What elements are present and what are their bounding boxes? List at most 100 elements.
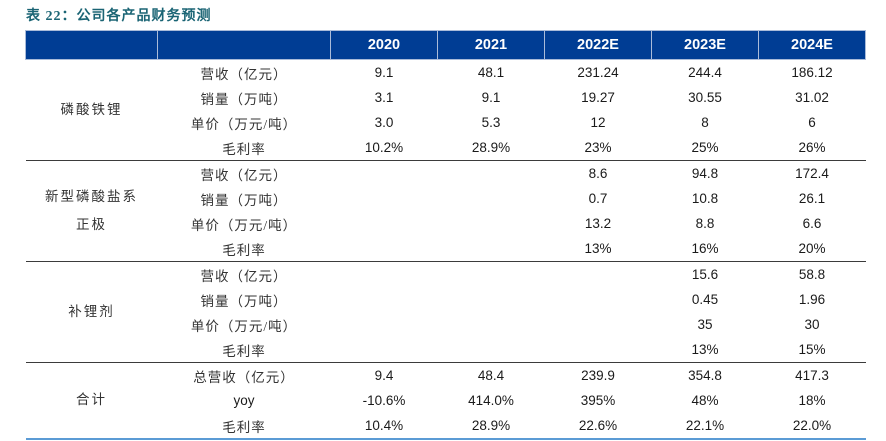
- value-cell: [330, 261, 438, 287]
- header-row: 2020 2021 2022E 2023E 2024E: [25, 30, 866, 60]
- value-cell: 9.1: [330, 59, 438, 85]
- table-header: 2020 2021 2022E 2023E 2024E: [25, 30, 866, 60]
- metric-label-cell: 毛利率: [157, 337, 331, 363]
- metric-label-cell: 总营收（亿元）: [157, 362, 331, 388]
- table-row: 毛利率 13% 16% 20%: [26, 236, 866, 262]
- table-row: 补锂剂 营收（亿元） 15.6 58.8: [25, 261, 866, 363]
- table-row: 毛利率 10.2% 28.9% 23% 25% 26%: [26, 135, 866, 161]
- value-cell: 8.8: [651, 211, 759, 236]
- value-cell: 48%: [651, 388, 759, 413]
- value-cell: 239.9: [544, 362, 652, 388]
- value-cell: 20%: [758, 236, 866, 262]
- table-row: yoy -10.6% 414.0% 395% 48% 18%: [26, 388, 866, 413]
- value-cell: 26.1: [758, 186, 866, 211]
- header-blank-cell: [157, 30, 331, 60]
- metric-label-cell: yoy: [157, 388, 331, 413]
- value-cell: 26%: [758, 135, 866, 161]
- value-cell: [330, 312, 438, 337]
- value-cell: 1.96: [758, 287, 866, 312]
- metric-label-cell: 销量（万吨）: [157, 287, 331, 312]
- value-cell: [544, 261, 652, 287]
- value-cell: 48.1: [437, 59, 545, 85]
- value-cell: 15%: [758, 337, 866, 363]
- value-cell: [544, 312, 652, 337]
- metric-label-cell: 销量（万吨）: [157, 186, 331, 211]
- year-header-cell: 2024E: [758, 30, 866, 60]
- value-cell: 9.4: [330, 362, 438, 388]
- value-cell: 8.6: [544, 160, 652, 186]
- table-row: 合计 总营收（亿元） 9.4 48.4 239.9 354.8 417.3: [25, 362, 866, 439]
- product-name-cell: 补锂剂: [25, 261, 158, 363]
- value-cell: 3.0: [330, 110, 438, 135]
- product-name-cell: 合计: [25, 362, 158, 439]
- value-cell: [437, 337, 545, 363]
- value-cell: 13.2: [544, 211, 652, 236]
- value-cell: 172.4: [758, 160, 866, 186]
- value-cell: 28.9%: [437, 135, 545, 161]
- value-cell: 28.9%: [437, 413, 545, 439]
- financial-forecast-table: 2020 2021 2022E 2023E 2024E 磷酸铁锂 营收（亿元） 9.1 48.…: [25, 30, 866, 440]
- table-row: 销量（万吨） 0.7 10.8 26.1: [26, 186, 866, 211]
- value-cell: [437, 186, 545, 211]
- value-cell: 48.4: [437, 362, 545, 388]
- value-cell: 19.27: [544, 85, 652, 110]
- year-header-cell: 2022E: [544, 30, 652, 60]
- value-cell: 13%: [544, 236, 652, 262]
- value-cell: 22.1%: [651, 413, 759, 439]
- table-row: 毛利率 10.4% 28.9% 22.6% 22.1% 22.0%: [26, 413, 866, 439]
- value-cell: [330, 160, 438, 186]
- value-cell: 417.3: [758, 362, 866, 388]
- table-row: 单价（万元/吨） 3.0 5.3 12 8 6: [26, 110, 866, 135]
- metric-label-cell: 营收（亿元）: [157, 261, 331, 287]
- value-cell: [330, 287, 438, 312]
- value-cell: 6.6: [758, 211, 866, 236]
- metric-label-cell: 单价（万元/吨）: [157, 110, 331, 135]
- table-row: 单价（万元/吨） 13.2 8.8 6.6: [26, 211, 866, 236]
- value-cell: [437, 287, 545, 312]
- metric-label-cell: 单价（万元/吨）: [157, 211, 331, 236]
- value-cell: [437, 261, 545, 287]
- value-cell: 8: [651, 110, 759, 135]
- table-row: 磷酸铁锂 营收（亿元） 9.1 48.1 231.24 244.4 186.12: [25, 59, 866, 161]
- value-cell: [437, 312, 545, 337]
- value-cell: 16%: [651, 236, 759, 262]
- value-cell: [330, 337, 438, 363]
- value-cell: 22.6%: [544, 413, 652, 439]
- value-cell: [437, 211, 545, 236]
- value-cell: 94.8: [651, 160, 759, 186]
- table-row: 毛利率 13% 15%: [26, 337, 866, 363]
- value-cell: 35: [651, 312, 759, 337]
- value-cell: [330, 211, 438, 236]
- metric-label-cell: 销量（万吨）: [157, 85, 331, 110]
- metric-label-cell: 营收（亿元）: [157, 160, 331, 186]
- table-row: 新型磷酸盐系正极 营收（亿元） 8.6 94.8 172.4: [25, 160, 866, 262]
- value-cell: 231.24: [544, 59, 652, 85]
- value-cell: 12: [544, 110, 652, 135]
- value-cell: 13%: [651, 337, 759, 363]
- value-cell: 0.7: [544, 186, 652, 211]
- value-cell: 58.8: [758, 261, 866, 287]
- value-cell: 10.2%: [330, 135, 438, 161]
- value-cell: 3.1: [330, 85, 438, 110]
- year-header-cell: 2021: [437, 30, 545, 60]
- metric-label-cell: 毛利率: [157, 236, 331, 262]
- value-cell: 18%: [758, 388, 866, 413]
- value-cell: 9.1: [437, 85, 545, 110]
- header-blank-cell: [25, 30, 158, 60]
- metric-label-cell: 毛利率: [157, 413, 331, 439]
- value-cell: 5.3: [437, 110, 545, 135]
- table-title: 表 22：公司各产品财务预测: [26, 9, 212, 24]
- value-cell: 354.8: [651, 362, 759, 388]
- value-cell: 414.0%: [437, 388, 545, 413]
- value-cell: -10.6%: [330, 388, 438, 413]
- value-cell: [330, 186, 438, 211]
- value-cell: 23%: [544, 135, 652, 161]
- value-cell: 10.8: [651, 186, 759, 211]
- year-header-cell: 2020: [330, 30, 438, 60]
- value-cell: 25%: [651, 135, 759, 161]
- value-cell: 186.12: [758, 59, 866, 85]
- value-cell: [330, 236, 438, 262]
- metric-label-cell: 毛利率: [157, 135, 331, 161]
- metric-label-cell: 单价（万元/吨）: [157, 312, 331, 337]
